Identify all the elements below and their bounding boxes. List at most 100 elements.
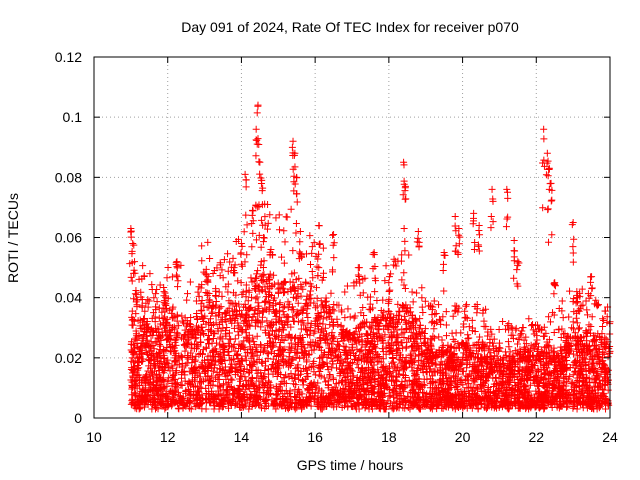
data-point [280, 259, 288, 267]
data-point [247, 274, 255, 282]
data-point [605, 349, 613, 357]
data-point [261, 213, 269, 221]
data-point [480, 317, 488, 325]
data-point [231, 335, 239, 343]
data-point [243, 251, 251, 259]
data-point [409, 298, 417, 306]
data-point [601, 334, 609, 342]
data-point [168, 309, 176, 317]
data-point [322, 297, 330, 305]
data-point [264, 219, 272, 227]
data-point [401, 285, 409, 293]
data-point [316, 367, 324, 375]
data-point [338, 308, 346, 316]
data-point [381, 331, 389, 339]
data-point [164, 263, 172, 271]
data-point [285, 373, 293, 381]
data-point [327, 289, 335, 297]
data-point [151, 313, 159, 321]
data-point [373, 358, 381, 366]
data-point [559, 314, 567, 322]
data-point [442, 321, 450, 329]
data-point [204, 238, 212, 246]
data-point [287, 205, 295, 213]
data-point [276, 299, 284, 307]
data-point [341, 314, 349, 322]
data-point [381, 277, 389, 285]
data-point [249, 229, 257, 237]
data-point [566, 287, 574, 295]
data-point [229, 254, 237, 262]
data-point [313, 263, 321, 271]
data-point [271, 309, 279, 317]
data-point [307, 287, 315, 295]
data-point [430, 325, 438, 333]
data-point [253, 332, 261, 340]
data-point [217, 303, 225, 311]
data-point [208, 308, 216, 316]
data-point [307, 260, 315, 268]
data-point [276, 339, 284, 347]
data-point [209, 270, 217, 278]
data-point [186, 278, 194, 286]
data-point [378, 345, 386, 353]
data-point [401, 247, 409, 255]
data-point [563, 403, 571, 411]
data-point [449, 312, 457, 320]
data-point [272, 214, 280, 222]
data-point [419, 308, 427, 316]
data-point [175, 405, 183, 413]
data-point [418, 284, 426, 292]
data-point [495, 325, 503, 333]
data-point [400, 312, 408, 320]
data-point [289, 247, 297, 255]
data-point [194, 288, 202, 296]
data-point [292, 219, 300, 227]
data-point [394, 300, 402, 308]
data-point [265, 330, 273, 338]
data-point [139, 315, 147, 323]
data-point [257, 342, 265, 350]
data-point [324, 366, 332, 374]
data-point [281, 279, 289, 287]
data-point [275, 211, 283, 219]
data-point [344, 305, 352, 313]
data-point [584, 311, 592, 319]
data-point [316, 354, 324, 362]
data-point [242, 281, 250, 289]
data-point [275, 226, 283, 234]
data-point [587, 322, 595, 330]
data-point [465, 334, 473, 342]
data-point [163, 274, 171, 282]
data-point [418, 303, 426, 311]
data-point [224, 250, 232, 258]
data-point [169, 303, 177, 311]
data-point [289, 317, 297, 325]
data-point [326, 370, 334, 378]
data-point [432, 310, 440, 318]
data-point [187, 405, 195, 413]
data-point [398, 251, 406, 259]
data-point [346, 313, 354, 321]
data-point [565, 313, 573, 321]
data-point [206, 254, 214, 262]
data-point [569, 318, 577, 326]
data-point [317, 372, 325, 380]
data-point [568, 324, 576, 332]
data-point [152, 290, 160, 298]
data-point [265, 300, 273, 308]
data-point [296, 354, 304, 362]
data-point [282, 213, 290, 221]
data-point [270, 271, 278, 279]
data-point [278, 253, 286, 261]
data-point [209, 367, 217, 375]
data-point [148, 281, 156, 289]
data-point [254, 267, 262, 275]
data-point [499, 317, 507, 325]
data-point [150, 294, 158, 302]
data-point [306, 232, 314, 240]
data-point [371, 288, 379, 296]
data-point [178, 382, 186, 390]
data-point [396, 308, 404, 316]
data-point [238, 383, 246, 391]
